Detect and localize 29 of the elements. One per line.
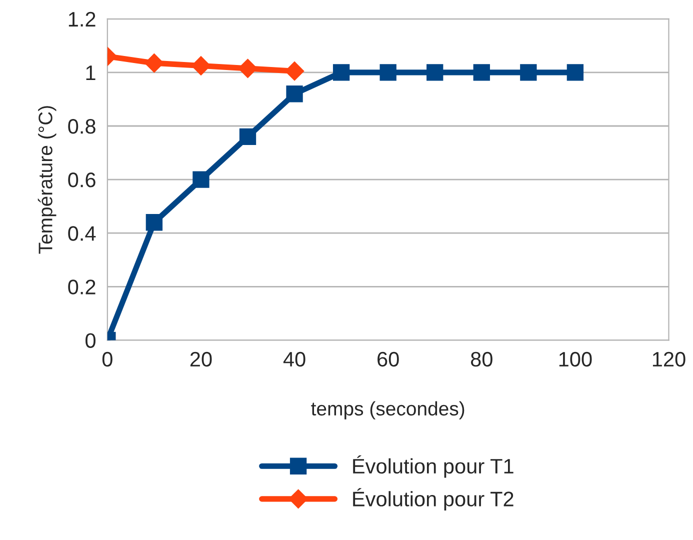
- point: [426, 64, 444, 81]
- point: [146, 214, 163, 231]
- legend-label: Évolution pour T2: [353, 488, 514, 511]
- point: [473, 64, 490, 81]
- y-tick-label: 0.4: [68, 226, 96, 241]
- y-tick-label: 0.2: [68, 280, 96, 294]
- legend-label: Évolution pour T1: [353, 455, 514, 478]
- point: [566, 64, 584, 81]
- x-tick-label: 0: [102, 352, 112, 367]
- point: [192, 171, 210, 188]
- point: [332, 64, 350, 81]
- y-tick-label: 0.6: [68, 172, 96, 188]
- x-tick-label: 80: [470, 352, 492, 367]
- y-tick-label: 0: [86, 333, 96, 348]
- y-tick-label: 1.2: [68, 12, 96, 26]
- y-axis-title: Température (°C): [38, 106, 56, 254]
- y-tick-label: 0.8: [68, 119, 96, 134]
- x-tick-label: 100: [559, 352, 592, 367]
- x-tick-label: 120: [652, 352, 686, 367]
- point: [239, 128, 256, 146]
- point: [284, 61, 304, 81]
- x-tick-label: 40: [283, 352, 306, 367]
- x-tick-label: 60: [378, 352, 399, 367]
- y-tick-label: 1: [86, 66, 96, 80]
- x-tick-label: 20: [190, 352, 212, 367]
- x-axis-title: temps (secondes): [311, 401, 464, 420]
- point: [520, 64, 537, 81]
- point: [380, 64, 396, 81]
- point: [286, 86, 303, 102]
